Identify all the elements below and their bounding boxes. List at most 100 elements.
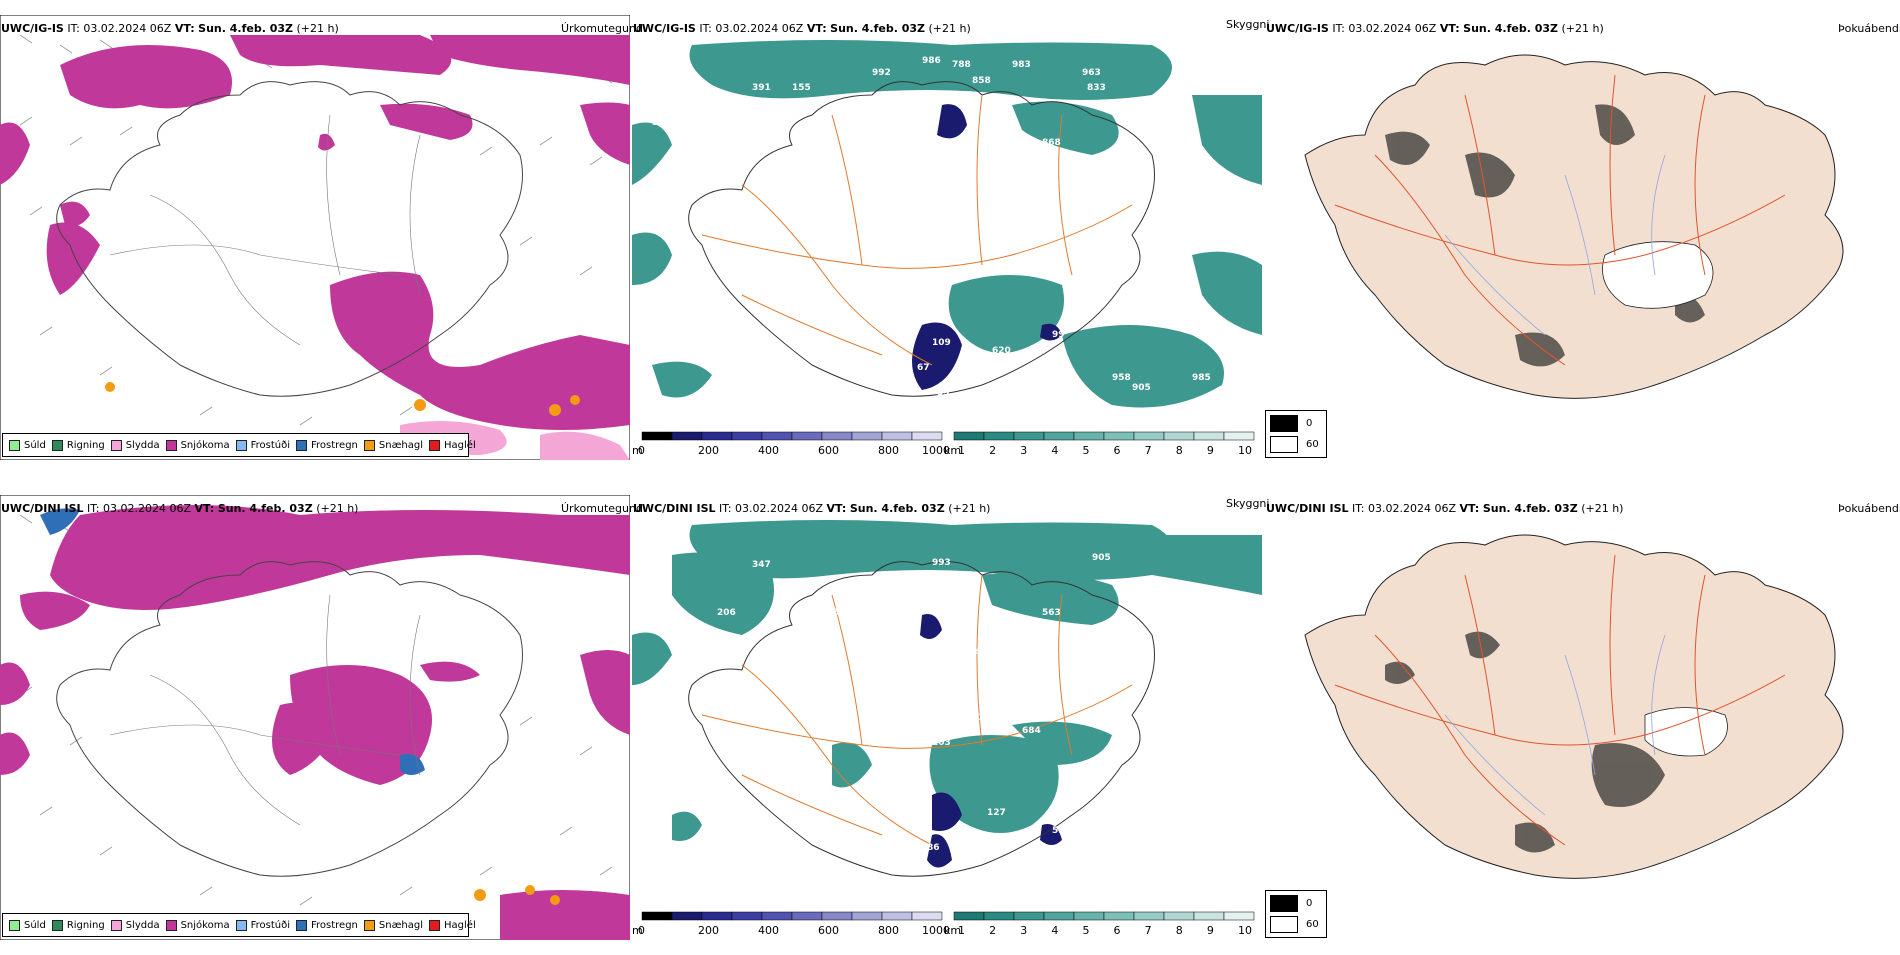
legend-label: 60 [1306,439,1319,450]
model-name: UWC/IG-IS [1266,22,1329,35]
colorbar-tick-km: 6 [1114,924,1121,937]
colorbar-cell-m [821,431,853,441]
model-name: UWC/IG-IS [1,22,64,35]
legend-label: Snæhagl [378,439,424,451]
fog-legend-bottom: 0 60 [1265,890,1327,938]
lead-time: (+21 h) [316,502,359,515]
vt-label: VT: [1459,502,1480,515]
precip-legend-item: Frostúði [235,919,290,931]
valid-time: Sun. 4.feb. 03Z [198,22,293,35]
precip-type-map-bottom: Súld Rigning Slydda Snjókoma Frostúði Frostre… [0,495,630,955]
init-time: IT: 03.02.2024 06Z [1352,502,1457,515]
model-name: UWC/DINI ISL [1,502,84,515]
precip-variable-top: Úrkomutegund [561,22,643,35]
visibility-value-label: 127 [987,808,1006,818]
iceland-outline [56,81,523,397]
colorbar-unit-m: m [632,924,643,937]
iceland-land [1304,534,1844,879]
legend-label: Súld [24,439,46,451]
precip-legend-item: Frostregn [296,919,358,931]
legend-swatch [110,439,122,451]
colorbar-cell-m [851,911,883,921]
visibility-value-label: 986 [922,56,941,66]
colorbar-tick-km: 8 [1176,924,1183,937]
legend-label: Haglél [444,919,476,931]
legend-swatch [165,439,177,451]
init-time: IT: 03.02.2024 06Z [699,22,804,35]
colorbar-cell-km [1013,431,1045,441]
legend-label: Haglél [444,439,476,451]
vt-label: VT: [194,502,215,515]
visibility-value-label: 71 [807,648,820,658]
colorbar-tick-m: 800 [878,444,899,457]
colorbar-tick-m: 0 [638,924,645,937]
colorbar-cell-km [953,911,985,921]
colorbar-tick-m: 200 [698,924,719,937]
colorbar-cell-m [851,431,883,441]
legend-swatch [1270,895,1298,912]
precip-legend-item: Slydda [110,439,160,451]
visibility-value-labels: 307 391 155 986 788 992 983 858 963 833 979 942 868 1… [652,56,1211,418]
colorbar-tick-km: 5 [1082,444,1089,457]
colorbar-cell-m [911,911,943,921]
visibility-value-label: 168 [947,243,966,253]
visibility-title-top: UWC/IG-IS IT: 03.02.2024 06Z VT: Sun. 4.… [633,22,971,35]
legend-label: Súld [24,919,46,931]
model-name: UWC/DINI ISL [1266,502,1349,515]
precip-type-map-top: Súld Rigning Slydda Snjókoma Frostúði Frostre… [0,15,630,475]
visibility-variable-bottom: Skyggni [1226,497,1270,510]
colorbar-cell-km [953,431,985,441]
precip-legend-item: Frostúði [235,439,290,451]
visibility-value-label: 391 [752,83,771,93]
colorbar-cell-km [1073,431,1105,441]
visibility-value-label: 788 [952,60,971,70]
visibility-value-label: 833 [1087,83,1106,93]
colorbar-tick-m: 800 [878,924,899,937]
visibility-value-label: 942 [1142,893,1161,903]
iceland-outline [56,561,523,877]
visibility-value-label: 963 [1082,68,1101,78]
colorbar-cell-m [911,431,943,441]
precip-legend-item: Rigning [51,919,105,931]
precip-title-top: UWC/IG-IS IT: 03.02.2024 06Z VT: Sun. 4.… [1,22,339,35]
visibility-value-label: 67 [952,863,965,873]
fog-dark-areas [1385,631,1665,853]
colorbar-cell-km [1043,431,1075,441]
legend-label: Snjókoma [180,439,230,451]
colorbar-tick-km: 3 [1020,444,1027,457]
visibility-value-label: 985 [1192,373,1211,383]
precip-legend-item: Snjókoma [165,919,230,931]
visibility-value-label: 347 [752,560,771,570]
colorbar-tick-km: 3 [1020,924,1027,937]
visibility-value-label: 979 [1157,93,1176,103]
iceland-land [1304,54,1844,399]
visibility-map-bottom: 347 206 290 234 957 71 184 352 563 982 993 905 430 20… [632,515,1262,940]
rivers [1444,154,1666,336]
colorbar-tick-km: 6 [1114,444,1121,457]
fog-legend-item: 0 [1270,415,1326,432]
visibility-value-label: 290 [772,638,791,648]
colorbar-cell-km [1043,911,1075,921]
visibility-value-label: 905 [1132,383,1151,393]
visibility-value-label: 155 [792,83,811,93]
visibility-value-label: 67 [917,363,930,373]
precip-legend-item: Snæhagl [363,439,424,451]
fog-legend-item: 60 [1270,436,1326,453]
visibility-value-label: 206 [717,608,736,618]
colorbar-cell-m [671,431,703,441]
visibility-value-label: 563 [1042,608,1061,618]
model-name: UWC/DINI ISL [633,502,716,515]
init-time: IT: 03.02.2024 06Z [87,502,192,515]
precip-map-canvas [0,15,630,460]
colorbar-tick-km: 4 [1051,444,1058,457]
visibility-km-areas [632,40,1262,408]
legend-swatch [1270,916,1298,933]
colorbar-cell-m [671,911,703,921]
valid-time: Sun. 4.feb. 03Z [849,502,945,515]
visibility-variable-top: Skyggni [1226,18,1270,31]
visibility-map-canvas: 307 391 155 986 788 992 983 858 963 833 979 942 868 1… [632,40,1262,418]
